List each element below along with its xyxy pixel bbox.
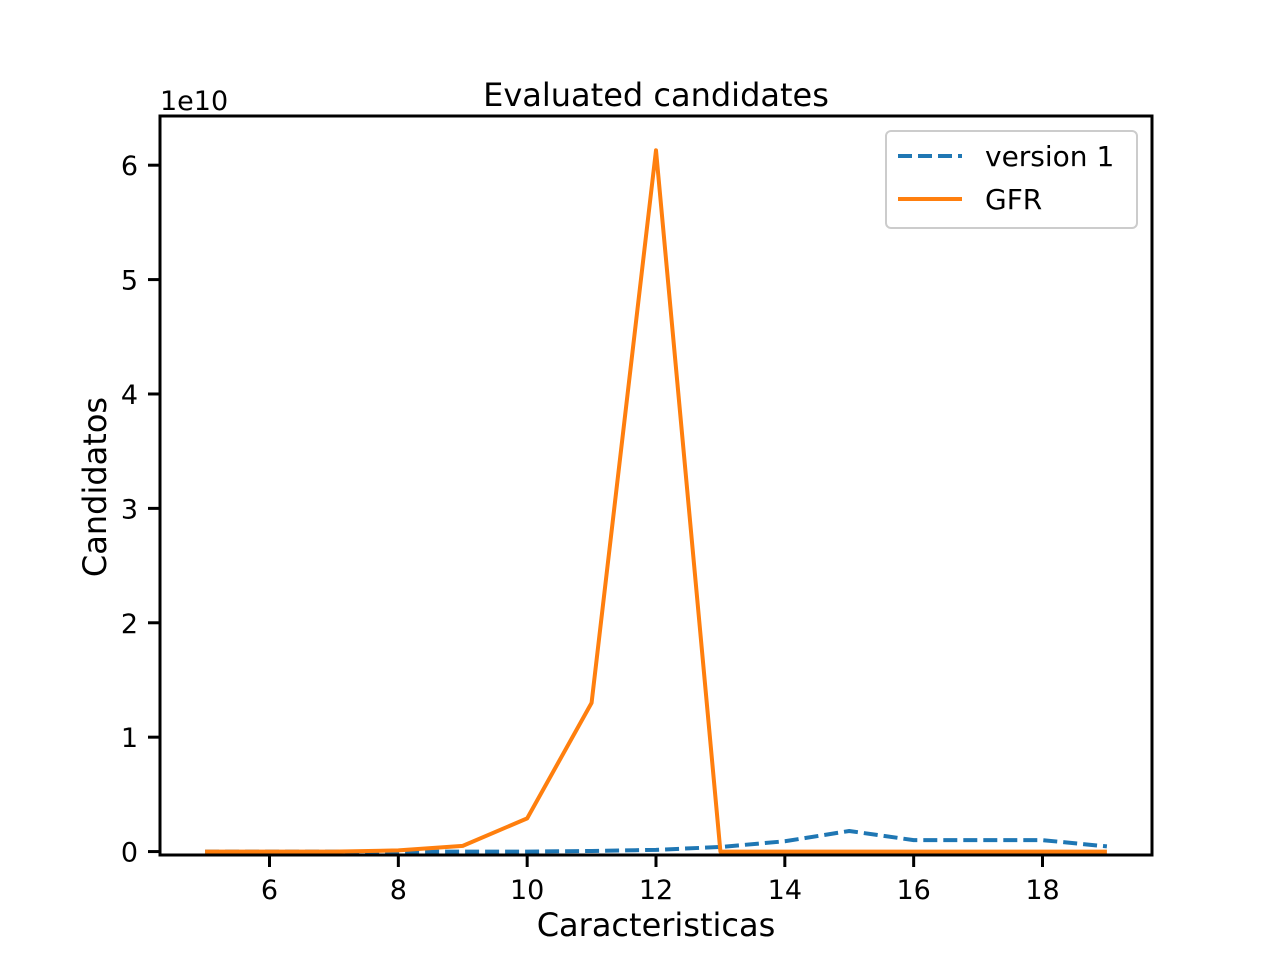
x-axis-label: Caracteristicas [537, 906, 776, 944]
series-line-version-1 [205, 828, 1108, 854]
x-tick-label: 12 [639, 875, 673, 906]
y-tick-label: 3 [121, 494, 138, 525]
x-tick-label: 18 [1025, 875, 1059, 906]
legend: version 1 GFR [885, 130, 1138, 229]
x-tick-label: 8 [390, 875, 407, 906]
legend-label-version-1: version 1 [985, 140, 1114, 173]
y-tick-label: 2 [121, 609, 138, 640]
y-axis-label: Candidatos [76, 397, 114, 577]
y-tick-label: 4 [121, 380, 138, 411]
y-tick-label: 0 [121, 838, 138, 869]
y-tick-label: 6 [121, 151, 138, 182]
y-tick-label: 1 [121, 723, 138, 754]
legend-label-gfr: GFR [985, 183, 1042, 216]
x-tick-label: 6 [261, 875, 278, 906]
series-layer [205, 148, 1108, 854]
x-tick-label: 10 [510, 875, 544, 906]
y-tick-label: 5 [121, 266, 138, 297]
plot-frame [158, 114, 1154, 857]
y-offset-label: 1e10 [160, 86, 228, 117]
x-tick-label: 16 [896, 875, 930, 906]
series-line-gfr [205, 148, 1107, 854]
chart-title: Evaluated candidates [483, 76, 829, 114]
x-tick-label: 14 [768, 875, 802, 906]
